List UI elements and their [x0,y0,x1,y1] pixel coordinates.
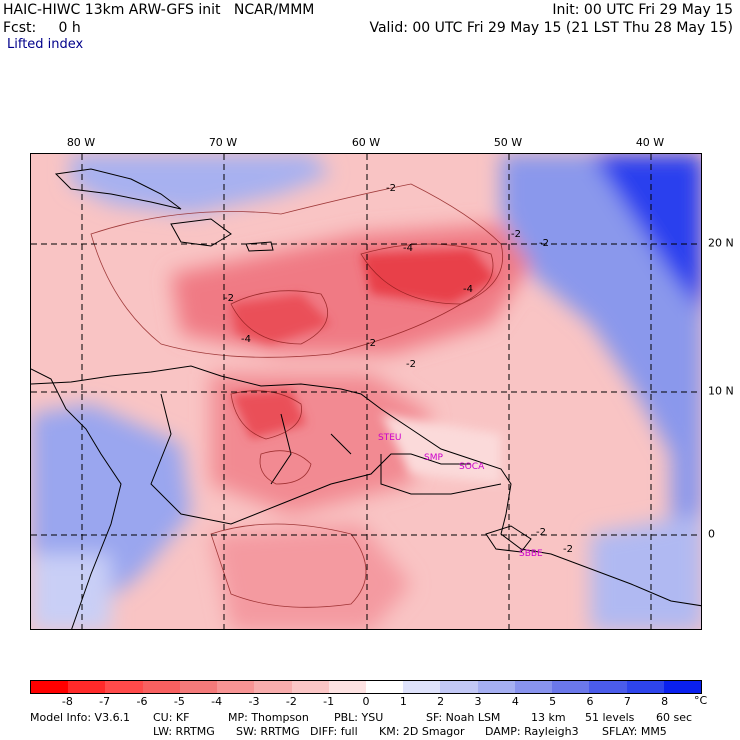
colorbar-swatch [105,681,143,693]
station-label: STEU [378,433,401,443]
colorbar-swatch [365,681,404,693]
neutral-area-sw [31,554,111,629]
colorbar-tick-label: 0 [362,695,370,708]
contour-label: -2 [536,527,546,538]
lat-label: 0 [708,527,715,541]
colorbar-tick-label: 2 [437,695,445,708]
colorbar-swatch [291,681,329,693]
country-borders [150,393,502,525]
colorbar-tick-label: 4 [511,695,519,708]
lon-label: 80 W [66,136,96,149]
very-stable-area-ne [591,154,701,312]
amazon-delta [485,525,532,553]
colorbar-tick-label: -3 [248,695,260,708]
colorbar-swatch [31,681,69,693]
colorbar-swatch [514,681,553,693]
footer-sw: SW: RRTMG [236,725,300,738]
colorbar-tick-label: 1 [399,695,407,708]
lat-label: 20 N [708,236,734,250]
lon-label: 50 W [493,136,523,149]
colorbar-swatch [68,681,106,693]
footer-sf: SF: Noah LSM [426,711,501,724]
footer-pbl: PBL: YSU [334,711,384,724]
colorbar-tick-label: -4 [211,695,223,708]
field-name: Lifted index [7,37,84,52]
colorbar-swatch [440,681,478,693]
colorbar-swatch [477,681,515,693]
contour-label: -2 [386,183,396,194]
colorbar-unit: °C [694,694,708,707]
colorbar-swatch [179,681,218,693]
colorbar-tick-label: 3 [474,695,482,708]
colorbar [30,680,702,694]
valid-time: Valid: 00 UTC Fri 29 May 15 (21 LST Thu … [369,20,733,36]
colorbar-tick-label: -1 [323,695,335,708]
contour-label: -2 [539,238,549,249]
coastlines [31,168,701,629]
lifted-index-map: -2 -2 -2 -2 -2 -2 -2 -2 -4 -4 -4 STEU SM… [30,153,702,630]
contour-label: -2 [563,544,573,555]
colorbar-swatch [626,681,664,693]
contour-label: -2 [224,293,234,304]
contour-label: -4 [403,243,413,254]
footer-lw: LW: RRTMG [153,725,215,738]
strong-unstable-core-3 [231,389,306,439]
footer-resolution: 13 km [531,711,566,724]
colorbar-tick-label: 5 [549,695,557,708]
lon-label: 60 W [351,136,381,149]
graticule [31,154,701,629]
lon-label: 70 W [208,136,238,149]
footer-levels: 51 levels [585,711,635,724]
station-label: SOCA [459,462,485,472]
colorbar-tick-label: -8 [61,695,73,708]
colorbar-tick-label: -6 [136,695,148,708]
footer-timestep: 60 sec [656,711,693,724]
contour-label: -2 [511,229,521,240]
colorbar-swatch [217,681,255,693]
lat-label: 10 N [708,384,734,398]
station-label: SBBE [519,549,543,559]
forecast-hour: Fcst: 0 h [3,20,81,36]
central-america-coast [31,368,122,629]
footer-cu: CU: KF [153,711,190,724]
footer-sflay: SFLAY: MM5 [602,725,667,738]
contour-label: -2 [366,338,376,349]
lon-label: 40 W [635,136,665,149]
colorbar-swatch [142,681,180,693]
hispaniola-coast [170,218,232,247]
colorbar-tick-label: 6 [586,695,594,708]
footer-damp: DAMP: Rayleigh3 [485,725,579,738]
colorbar-tick-label: 7 [623,695,631,708]
init-time: Init: 00 UTC Fri 29 May 15 [552,2,733,18]
south-america-coast [31,365,701,607]
colorbar-swatch [403,681,441,693]
stable-area-ne [501,154,701,629]
contour-label: -4 [463,284,473,295]
colorbar-swatch [663,681,701,693]
colorbar-swatch [589,681,627,693]
footer-diff: DIFF: full [310,725,358,738]
stability-field [31,154,701,629]
footer-km: KM: 2D Smagor [379,725,465,738]
colorbar-tick-label: -5 [173,695,185,708]
colorbar-swatch [254,681,292,693]
cuba-coast [54,168,182,210]
colorbar-swatch [328,681,366,693]
colorbar-tick-label: -7 [99,695,111,708]
contour-label: -4 [241,334,251,345]
colorbar-tick-label: 8 [661,695,669,708]
strong-unstable-core-2 [231,294,331,344]
model-title: HAIC-HIWC 13km ARW-GFS init NCAR/MMM [3,2,315,18]
puerto-rico-coast [245,241,274,252]
stable-area-se [591,514,701,629]
strong-unstable-core-1 [361,249,496,304]
footer-mp: MP: Thompson [228,711,309,724]
colorbar-swatch [552,681,590,693]
station-label: SMP [424,453,443,463]
colorbar-tick-label: -2 [285,695,297,708]
contour-label: -2 [406,359,416,370]
footer-model-info: Model Info: V3.6.1 [30,711,131,724]
